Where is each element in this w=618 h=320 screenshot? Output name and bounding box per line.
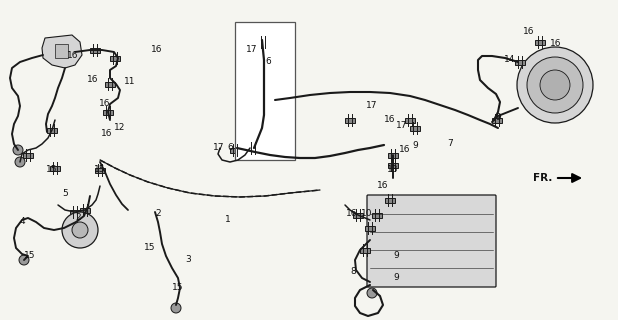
Circle shape xyxy=(171,303,181,313)
Bar xyxy=(23,153,33,157)
Circle shape xyxy=(15,157,25,167)
Bar xyxy=(515,60,525,65)
Text: 14: 14 xyxy=(504,55,515,65)
Text: 17: 17 xyxy=(396,121,408,130)
Bar xyxy=(388,153,398,157)
Bar xyxy=(70,210,80,214)
Text: 1: 1 xyxy=(225,215,231,225)
Bar xyxy=(410,125,420,131)
Text: 15: 15 xyxy=(46,165,57,174)
Text: 16: 16 xyxy=(523,28,535,36)
Text: 16: 16 xyxy=(550,38,562,47)
Bar xyxy=(95,167,105,172)
Bar xyxy=(235,22,295,160)
Bar xyxy=(80,207,90,212)
Bar xyxy=(385,197,395,203)
Text: 10: 10 xyxy=(362,209,373,218)
Text: 3: 3 xyxy=(185,255,191,265)
Text: 16: 16 xyxy=(377,180,389,189)
Bar xyxy=(105,82,115,86)
Text: 5: 5 xyxy=(62,189,68,198)
Text: 13: 13 xyxy=(387,165,399,174)
Bar xyxy=(388,163,398,167)
Text: 12: 12 xyxy=(114,124,125,132)
Text: 16: 16 xyxy=(67,52,78,60)
Bar xyxy=(405,117,415,123)
Text: 9: 9 xyxy=(393,251,399,260)
Text: 16: 16 xyxy=(151,44,163,53)
Bar xyxy=(365,226,375,230)
Text: 9: 9 xyxy=(495,114,501,123)
Bar xyxy=(535,39,545,44)
Circle shape xyxy=(517,47,593,123)
Bar xyxy=(345,117,355,123)
Text: 17: 17 xyxy=(246,45,258,54)
Bar xyxy=(353,212,363,218)
Circle shape xyxy=(540,70,570,100)
Circle shape xyxy=(19,255,29,265)
Text: 8: 8 xyxy=(350,268,356,276)
FancyBboxPatch shape xyxy=(367,195,496,287)
Text: 11: 11 xyxy=(124,77,136,86)
Polygon shape xyxy=(42,35,82,68)
Text: 15: 15 xyxy=(144,244,156,252)
Bar xyxy=(90,47,100,52)
Circle shape xyxy=(13,145,23,155)
Text: 17: 17 xyxy=(366,100,378,109)
Circle shape xyxy=(62,212,98,248)
Text: 9: 9 xyxy=(393,274,399,283)
Text: 16: 16 xyxy=(346,209,358,218)
Bar xyxy=(258,39,268,44)
Text: 16: 16 xyxy=(99,100,111,108)
Circle shape xyxy=(72,222,88,238)
Text: 16: 16 xyxy=(101,129,112,138)
Text: 16: 16 xyxy=(384,116,396,124)
Text: FR.: FR. xyxy=(533,173,552,183)
Bar xyxy=(360,247,370,252)
Bar xyxy=(492,117,502,123)
Text: 4: 4 xyxy=(19,218,25,227)
Text: 16: 16 xyxy=(87,76,99,84)
Text: 17: 17 xyxy=(213,143,225,153)
Text: 16: 16 xyxy=(399,146,411,155)
Bar xyxy=(110,55,120,60)
Text: 9: 9 xyxy=(412,140,418,149)
Bar xyxy=(50,165,60,171)
Circle shape xyxy=(245,148,255,158)
Text: 15: 15 xyxy=(95,165,106,174)
Bar xyxy=(47,127,57,132)
Text: 15: 15 xyxy=(24,252,36,260)
Bar xyxy=(372,212,382,218)
Text: 2: 2 xyxy=(75,213,81,222)
Text: 2: 2 xyxy=(155,209,161,218)
Bar xyxy=(248,146,258,150)
Bar xyxy=(230,148,240,153)
Text: 6: 6 xyxy=(227,143,233,153)
Circle shape xyxy=(367,288,377,298)
Text: 15: 15 xyxy=(172,284,184,292)
Text: 6: 6 xyxy=(265,58,271,67)
Circle shape xyxy=(527,57,583,113)
Polygon shape xyxy=(55,44,68,58)
Bar xyxy=(103,109,113,115)
Text: 7: 7 xyxy=(447,139,453,148)
